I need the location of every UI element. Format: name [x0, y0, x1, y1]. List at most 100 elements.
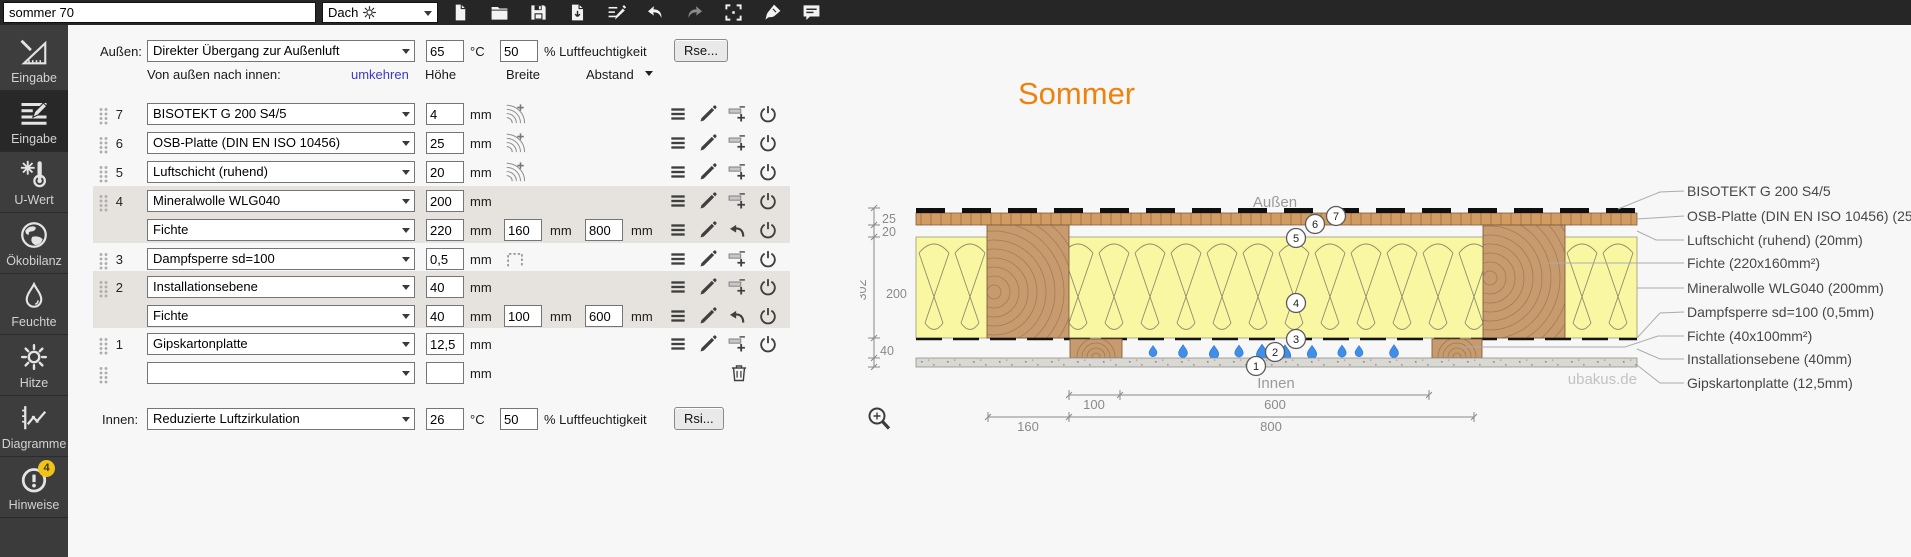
layer-menu-icon[interactable] — [668, 334, 688, 354]
toggle-layer-icon[interactable] — [758, 306, 778, 326]
invert-link[interactable]: umkehren — [351, 67, 409, 82]
comment-icon[interactable] — [802, 3, 821, 22]
edit-layer-icon[interactable] — [698, 133, 718, 153]
paint-brush-icon[interactable] — [763, 3, 782, 22]
layer-menu-icon[interactable] — [668, 104, 688, 124]
edit-layer-icon[interactable] — [698, 191, 718, 211]
thickness-input[interactable] — [426, 103, 464, 125]
revert-icon[interactable] — [727, 306, 747, 326]
sidebar-item-feuchte[interactable]: Feuchte — [0, 274, 68, 335]
rse-button[interactable]: Rse... — [674, 39, 728, 62]
edit-layer-icon[interactable] — [698, 104, 718, 124]
stud-spacing-input[interactable] — [585, 305, 623, 327]
open-folder-icon[interactable] — [490, 3, 509, 22]
component-type-select[interactable]: Dach — [322, 2, 438, 23]
export-pdf-icon[interactable] — [568, 3, 587, 22]
layer-menu-icon[interactable] — [668, 220, 688, 240]
sidebar-item-diagramme[interactable]: Diagramme — [0, 396, 68, 457]
stud-material-select[interactable]: Fichte — [147, 219, 415, 241]
material-select[interactable]: BISOTEKT G 200 S4/5 — [147, 103, 415, 125]
insert-layer-icon[interactable] — [727, 104, 747, 124]
sort-arrow-icon[interactable] — [645, 71, 653, 76]
aussen-humidity-input[interactable] — [500, 40, 538, 62]
thickness-input[interactable] — [426, 132, 464, 154]
undo-icon[interactable] — [646, 3, 665, 22]
wood-grain-add-icon[interactable] — [504, 161, 526, 183]
insert-layer-icon[interactable] — [727, 162, 747, 182]
toggle-layer-icon[interactable] — [758, 277, 778, 297]
aussen-boundary-select[interactable]: Direkter Übergang zur Außenluft — [147, 40, 415, 62]
thickness-input[interactable] — [426, 190, 464, 212]
save-icon[interactable] — [529, 3, 548, 22]
edit-layer-icon[interactable] — [698, 306, 718, 326]
layer-menu-icon[interactable] — [668, 306, 688, 326]
thickness-input[interactable] — [426, 362, 464, 384]
sidebar-item-eingabe-1[interactable]: Eingabe — [0, 30, 68, 91]
thickness-input[interactable] — [426, 333, 464, 355]
layer-label: Fichte (40x100mm²) — [1687, 328, 1813, 344]
insert-layer-icon[interactable] — [727, 191, 747, 211]
stud-height-input[interactable] — [426, 219, 464, 241]
material-select-empty[interactable] — [147, 362, 415, 384]
wood-grain-add-icon[interactable] — [504, 132, 526, 154]
edit-layer-icon[interactable] — [698, 249, 718, 269]
material-select[interactable]: OSB-Platte (DIN EN ISO 10456) — [147, 132, 415, 154]
col-abstand[interactable]: Abstand — [586, 67, 634, 82]
sidebar-item-label: Feuchte — [11, 315, 57, 329]
thickness-input[interactable] — [426, 161, 464, 183]
toggle-layer-icon[interactable] — [758, 249, 778, 269]
stud-width-input[interactable] — [504, 219, 542, 241]
layer-menu-icon[interactable] — [668, 277, 688, 297]
layer-menu-icon[interactable] — [668, 249, 688, 269]
toggle-layer-icon[interactable] — [758, 334, 778, 354]
toggle-layer-icon[interactable] — [758, 191, 778, 211]
wood-grain-add-icon[interactable] — [504, 103, 526, 125]
edit-layer-icon[interactable] — [698, 277, 718, 297]
sidebar-item-eingabe-2[interactable]: Eingabe — [0, 91, 68, 152]
outside-label: Außen — [1253, 194, 1297, 211]
revert-icon[interactable] — [727, 220, 747, 240]
layer-menu-icon[interactable] — [668, 191, 688, 211]
aussen-temp-input[interactable] — [426, 40, 464, 62]
toggle-layer-icon[interactable] — [758, 162, 778, 182]
material-select[interactable]: Installationsebene — [147, 276, 415, 298]
stud-width-input[interactable] — [504, 305, 542, 327]
stud-spacing-input[interactable] — [585, 219, 623, 241]
drag-handle[interactable] — [97, 365, 110, 385]
project-name-input[interactable] — [3, 2, 316, 23]
edit-layer-icon[interactable] — [698, 162, 718, 182]
new-file-icon[interactable] — [451, 3, 470, 22]
layer-menu-icon[interactable] — [668, 162, 688, 182]
delete-layer-icon[interactable] — [729, 363, 749, 383]
toggle-layer-icon[interactable] — [758, 220, 778, 240]
stud-height-input[interactable] — [426, 305, 464, 327]
insert-layer-icon[interactable] — [727, 133, 747, 153]
insert-layer-icon[interactable] — [727, 334, 747, 354]
toggle-layer-icon[interactable] — [758, 104, 778, 124]
layer-menu-icon[interactable] — [668, 133, 688, 153]
sidebar-item-u-wert[interactable]: U-Wert — [0, 152, 68, 213]
redo-icon[interactable] — [685, 3, 704, 22]
insert-layer-icon[interactable] — [727, 249, 747, 269]
rsi-button[interactable]: Rsi... — [674, 407, 724, 430]
material-select[interactable]: Luftschicht (ruhend) — [147, 161, 415, 183]
material-select[interactable]: Dampfsperre sd=100 — [147, 248, 415, 270]
fit-view-icon[interactable] — [724, 3, 743, 22]
edit-layer-icon[interactable] — [698, 334, 718, 354]
sidebar-item-hitze[interactable]: Hitze — [0, 335, 68, 396]
toggle-layer-icon[interactable] — [758, 133, 778, 153]
material-select[interactable]: Gipskartonplatte — [147, 333, 415, 355]
sidebar-item-hinweise[interactable]: 4 Hinweise — [0, 457, 68, 518]
edit-layer-icon[interactable] — [698, 220, 718, 240]
staple-icon[interactable] — [504, 248, 526, 270]
innen-humidity-input[interactable] — [500, 408, 538, 430]
sidebar-item-oekobilanz[interactable]: Ökobilanz — [0, 213, 68, 274]
innen-temp-input[interactable] — [426, 408, 464, 430]
material-select[interactable]: Mineralwolle WLG040 — [147, 190, 415, 212]
thickness-input[interactable] — [426, 276, 464, 298]
innen-boundary-select[interactable]: Reduzierte Luftzirkulation — [147, 408, 415, 430]
thickness-input[interactable] — [426, 248, 464, 270]
signature-icon[interactable] — [607, 3, 626, 22]
insert-layer-icon[interactable] — [727, 277, 747, 297]
stud-material-select[interactable]: Fichte — [147, 305, 415, 327]
